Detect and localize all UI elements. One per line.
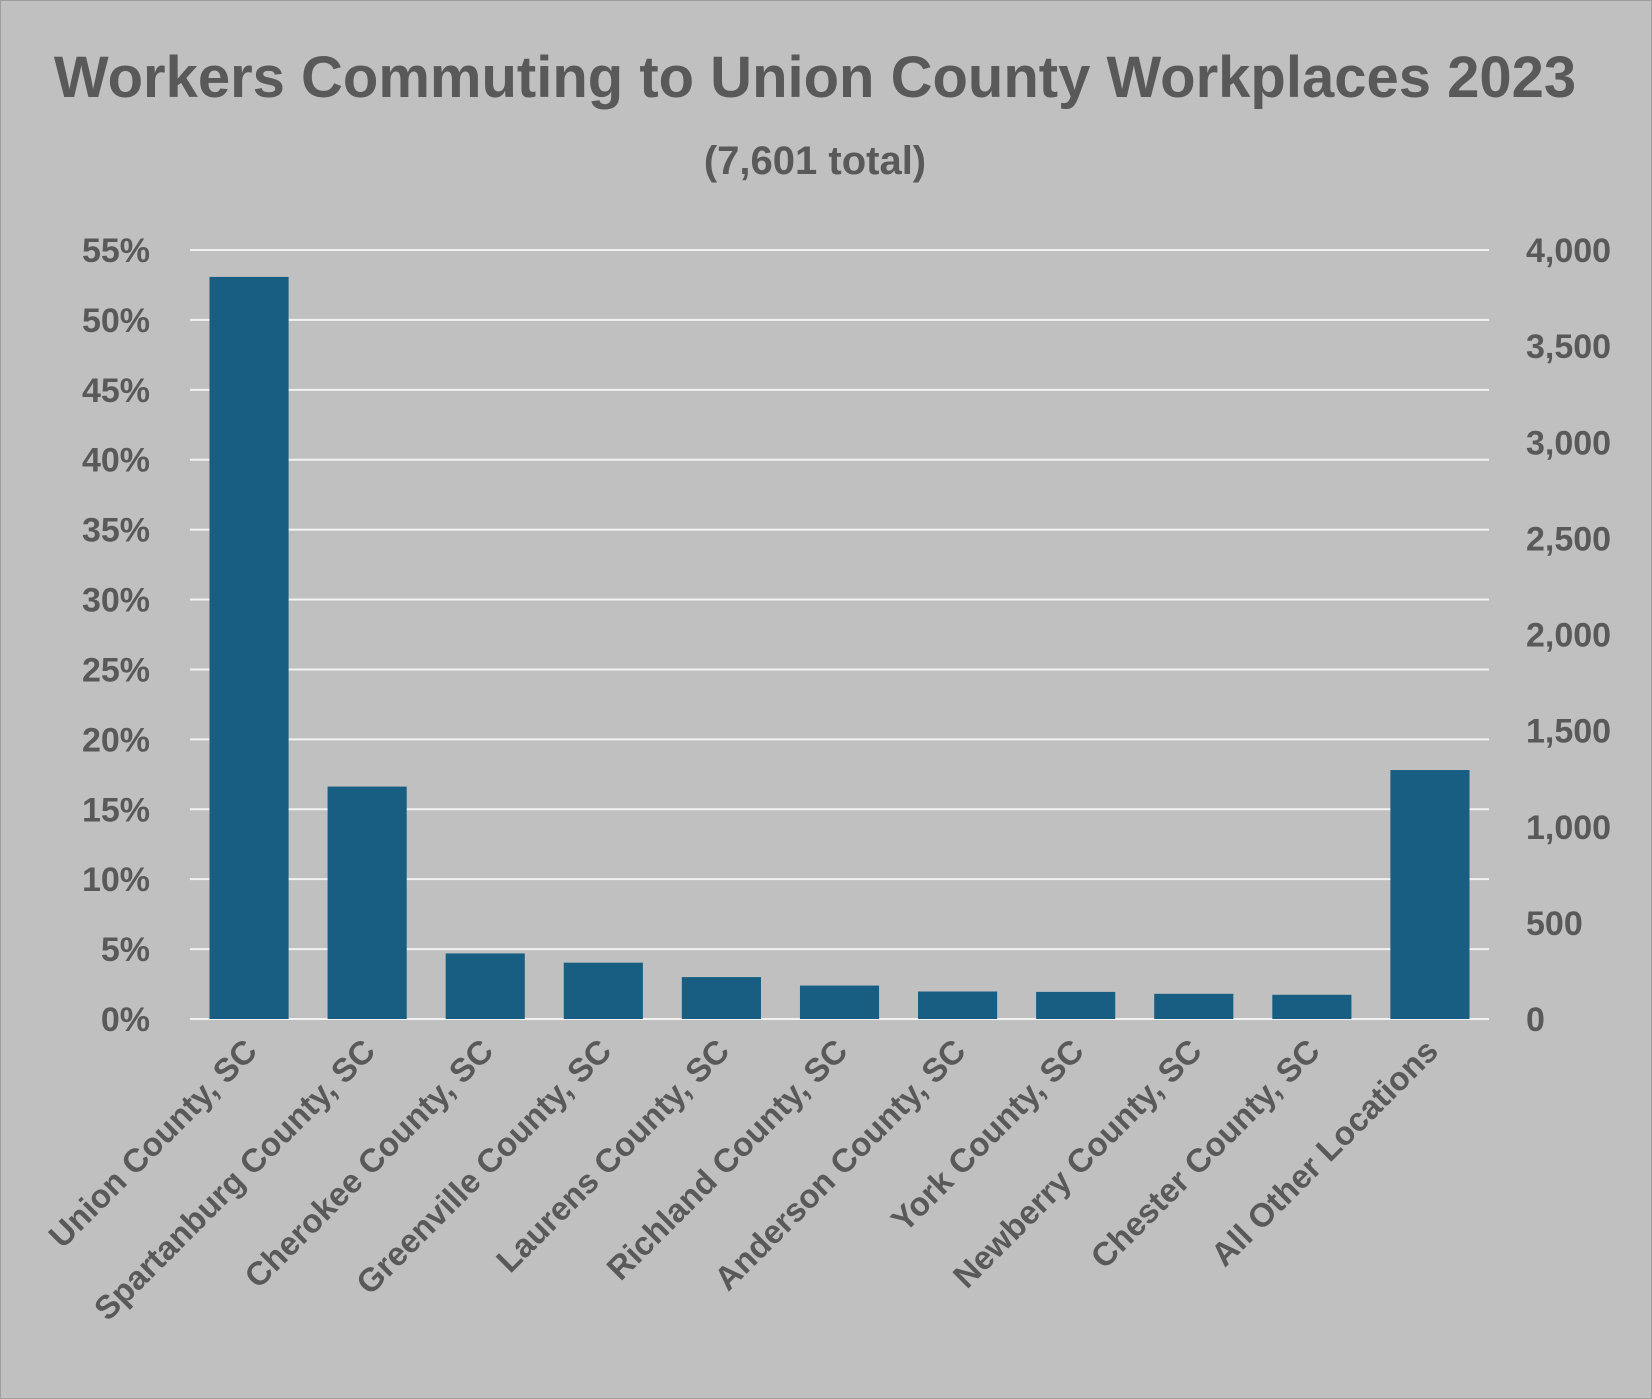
category-label: Richland County, SC bbox=[599, 1032, 854, 1287]
left-axis-tick-label: 0% bbox=[101, 1001, 150, 1039]
category-label: Chester County, SC bbox=[1083, 1032, 1327, 1276]
chart-title-main: Workers Commuting to Union County Workpl… bbox=[53, 45, 1577, 110]
right-axis-ticks: 0 500 1,000 1,500 2,000 2,500 3,000 3,500 4,000 bbox=[1526, 232, 1611, 1039]
left-axis-ticks: 0% 5% 10% 15% 20% 25% 30% 35% 40% 45% 50% 55% bbox=[82, 232, 150, 1039]
bar bbox=[445, 953, 525, 1019]
chart-subtitle: (7,601 total) bbox=[703, 139, 927, 183]
bar bbox=[563, 962, 643, 1019]
right-axis-tick-label: 2,500 bbox=[1526, 520, 1611, 558]
right-axis-tick-label: 500 bbox=[1526, 905, 1583, 943]
left-axis-tick-label: 35% bbox=[82, 512, 150, 550]
right-axis-tick-label: 2,000 bbox=[1526, 617, 1611, 655]
category-label: Union County, SC bbox=[41, 1032, 264, 1255]
left-axis-tick-label: 50% bbox=[82, 302, 150, 340]
bar bbox=[1272, 994, 1352, 1019]
right-axis-tick-label: 3,000 bbox=[1526, 424, 1611, 462]
chart-title: Workers Commuting to Union County Workpl… bbox=[1, 39, 1629, 200]
bar bbox=[1036, 991, 1116, 1019]
right-axis-tick-label: 4,000 bbox=[1526, 232, 1611, 270]
gridlines bbox=[190, 249, 1489, 1020]
bar bbox=[209, 276, 289, 1019]
left-axis-tick-label: 15% bbox=[82, 791, 150, 829]
left-axis-tick-label: 40% bbox=[82, 442, 150, 480]
left-axis-tick-label: 30% bbox=[82, 582, 150, 620]
left-axis-tick-label: 5% bbox=[101, 931, 150, 969]
left-axis-tick-label: 55% bbox=[82, 232, 150, 270]
bar bbox=[327, 786, 407, 1019]
right-axis-tick-label: 1,500 bbox=[1526, 713, 1611, 751]
right-axis-tick-label: 1,000 bbox=[1526, 809, 1611, 847]
left-axis-tick-label: 10% bbox=[82, 861, 150, 899]
bar bbox=[799, 985, 880, 1019]
category-label: Laurens County, SC bbox=[489, 1032, 736, 1279]
category-label: All Other Locations bbox=[1204, 1032, 1445, 1273]
bar bbox=[1154, 993, 1234, 1019]
bar bbox=[1390, 770, 1470, 1019]
left-axis-tick-label: 25% bbox=[82, 651, 150, 689]
left-axis-tick-label: 20% bbox=[82, 721, 150, 759]
right-axis-tick-label: 3,500 bbox=[1526, 328, 1611, 366]
right-axis-tick-label: 0 bbox=[1526, 1001, 1545, 1039]
left-axis-tick-label: 45% bbox=[82, 372, 150, 410]
bars bbox=[209, 276, 1470, 1019]
bar bbox=[681, 977, 761, 1019]
bar bbox=[918, 991, 998, 1019]
